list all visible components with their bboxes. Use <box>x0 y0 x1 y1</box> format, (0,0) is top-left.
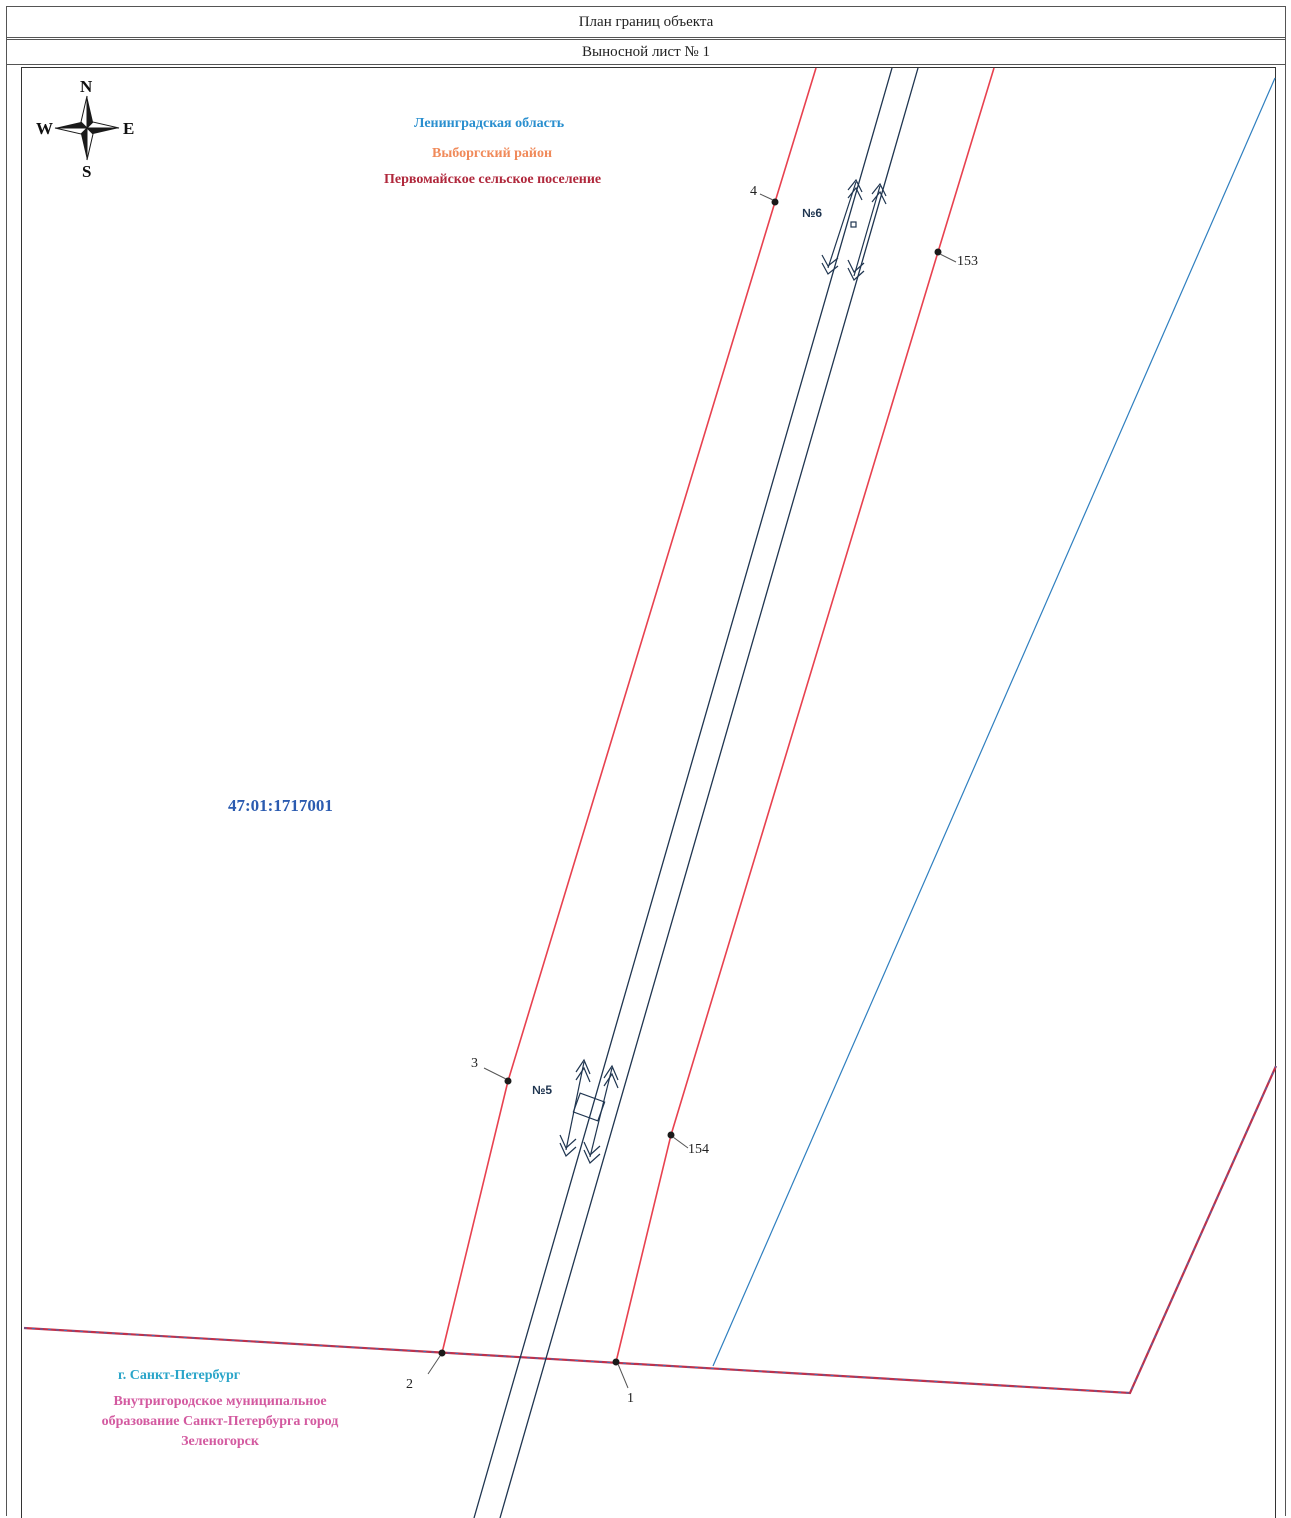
region-leningrad-oblast: Ленинградская область <box>414 116 565 131</box>
object-6-arrows <box>821 178 887 281</box>
plan-title: План границ объекта <box>7 7 1285 38</box>
object-5-label: №5 <box>532 1083 553 1097</box>
region-spb-city: г. Санкт-Петербург <box>118 1368 241 1383</box>
boundary-points <box>438 198 942 1366</box>
compass-rose-icon <box>54 95 120 161</box>
point-154-label: 154 <box>688 1142 709 1157</box>
point-153-label: 153 <box>957 254 978 269</box>
point-4-label: 4 <box>750 184 757 199</box>
blue-boundary-line <box>712 77 1276 1367</box>
object-boundary-west <box>441 67 817 1354</box>
region-vyborg-district: Выборгский район <box>432 146 553 161</box>
point-153-marker <box>934 248 942 256</box>
compass-north-label: N <box>80 77 93 96</box>
object-5-arrows <box>559 1058 619 1164</box>
point-2-marker <box>438 1349 446 1357</box>
sheet-subtitle: Выносной лист № 1 <box>7 39 1285 65</box>
admin-boundary-overlay <box>23 1065 1277 1394</box>
point-3-label: 3 <box>471 1056 478 1071</box>
point-3-marker <box>504 1077 512 1085</box>
object-boundary-east <box>615 67 995 1363</box>
region-spb-municipality: Внутригородское муниципальное образовани… <box>101 1394 339 1449</box>
compass-west-label: W <box>36 119 53 138</box>
track-line-2 <box>499 67 919 1518</box>
admin-boundary-line <box>23 1065 1278 1395</box>
point-154-marker <box>667 1131 675 1139</box>
point-1-label: 1 <box>627 1391 634 1406</box>
compass-east-label: E <box>123 119 135 138</box>
compass-south-label: S <box>82 162 92 181</box>
track-line-1 <box>473 67 893 1518</box>
plan-sheet: План границ объекта Выносной лист № 1 <box>6 6 1286 1516</box>
map-frame <box>21 67 1276 1518</box>
point-leaders <box>427 193 957 1389</box>
region-pervomayskoye: Первомайское сельское поселение <box>384 172 602 187</box>
point-4-marker <box>771 198 779 206</box>
object-6-label: №6 <box>802 206 823 220</box>
point-2-label: 2 <box>406 1377 413 1392</box>
point-1-marker <box>612 1358 620 1366</box>
cadastral-quarter-label: 47:01:1717001 <box>228 796 333 815</box>
